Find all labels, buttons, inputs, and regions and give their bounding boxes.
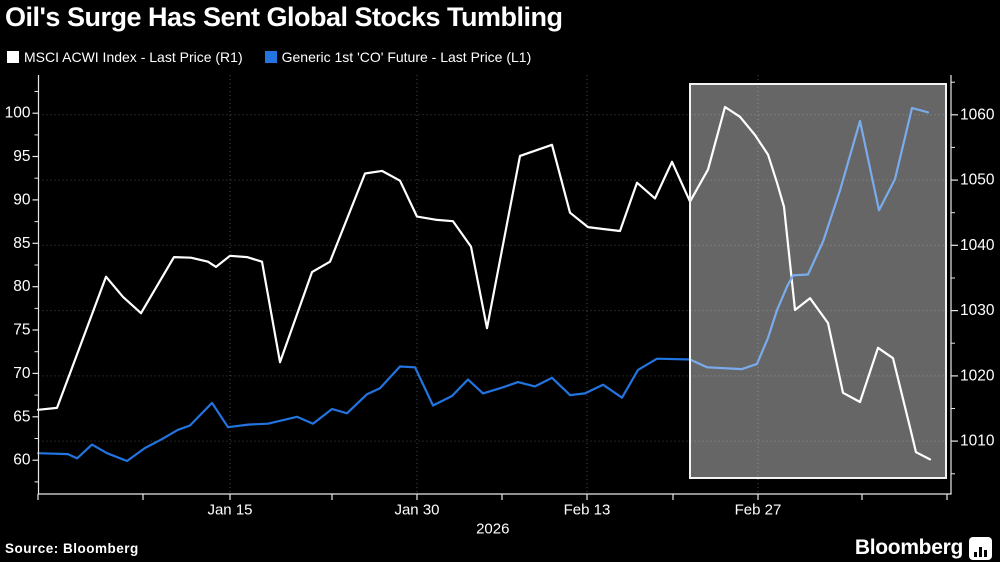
bloomberg-logo-text: Bloomberg <box>854 536 963 559</box>
msci-line <box>36 105 932 461</box>
x-axis-date-label: Jan 15 <box>207 502 252 519</box>
legend-label-msci: MSCI ACWI Index - Last Price (R1) <box>24 49 243 65</box>
legend-swatch-msci <box>7 51 19 63</box>
left-axis-tick-label: 100 <box>5 105 31 122</box>
legend-item-msci: MSCI ACWI Index - Last Price (R1) <box>7 49 243 65</box>
left-axis-tick-label: 95 <box>13 148 30 165</box>
x-axis-date-label: Feb 13 <box>564 502 611 519</box>
x-axis-year-label: 2026 <box>476 521 509 538</box>
left-axis-tick-label: 70 <box>13 365 31 382</box>
right-axis-tick-label: 1010 <box>960 433 995 450</box>
right-axis-tick-label: 1040 <box>960 237 995 254</box>
left-axis-tick-label: 80 <box>13 278 31 295</box>
legend-swatch-oil <box>264 51 277 63</box>
legend-label-oil: Generic 1st 'CO' Future - Last Price (L1… <box>281 49 532 65</box>
page-title: Oil's Surge Has Sent Global Stocks Tumbl… <box>5 2 563 32</box>
left-axis-tick-label: 60 <box>13 452 31 469</box>
oil-line <box>36 106 930 463</box>
chart-legend: MSCI ACWI Index - Last Price (R1) Generi… <box>7 49 531 65</box>
series-lines <box>36 105 932 463</box>
left-axis-tick-label: 65 <box>13 408 30 425</box>
bloomberg-terminal-icon <box>969 536 992 560</box>
highlight-region <box>689 83 947 479</box>
right-axis-tick-label: 1060 <box>960 106 995 123</box>
source-note: Source: Bloomberg <box>5 541 139 556</box>
x-axis-date-label: Jan 30 <box>394 502 439 519</box>
left-axis-tick-label: 90 <box>13 191 31 208</box>
left-axis-tick-label: 85 <box>13 235 30 252</box>
x-axis-date-label: Feb 27 <box>735 502 782 519</box>
bloomberg-logo: Bloomberg <box>855 536 992 560</box>
axes: 100 95 90 85 80 75 70 65 60 1060 1050 1040 1030 1020 1… <box>5 75 995 538</box>
right-axis-tick-label: 1020 <box>960 367 995 384</box>
left-axis-tick-label: 75 <box>13 322 30 339</box>
right-axis-tick-label: 1030 <box>960 302 995 319</box>
legend-item-oil: Generic 1st 'CO' Future - Last Price (L1… <box>264 49 532 65</box>
right-axis-tick-label: 1050 <box>960 172 995 189</box>
